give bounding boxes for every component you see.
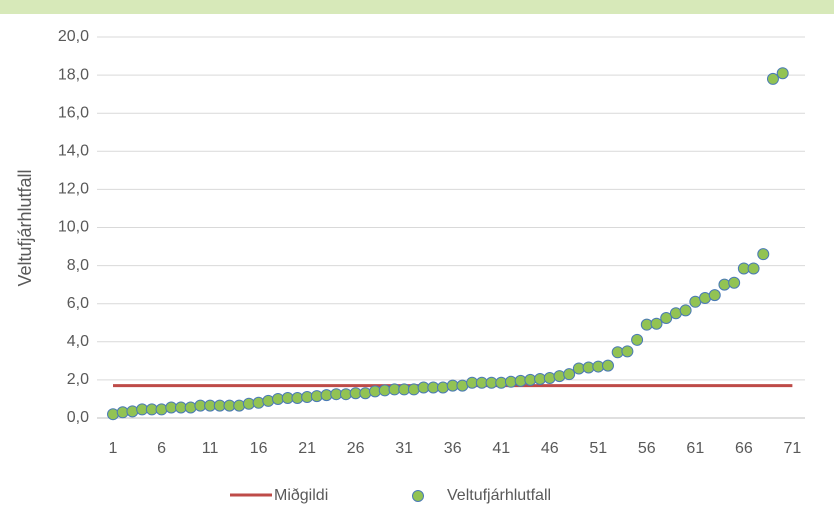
scatter-point xyxy=(553,370,566,383)
scatter-point xyxy=(601,359,614,372)
scatter-point xyxy=(776,67,789,80)
y-tick-label: 10,0 xyxy=(58,219,89,236)
y-tick-label: 2,0 xyxy=(67,371,89,388)
scatter-point xyxy=(650,317,663,330)
scatter-point xyxy=(621,345,634,358)
y-tick-label: 18,0 xyxy=(58,66,89,83)
x-tick-label: 71 xyxy=(783,440,801,457)
y-axis-label: Veltufjárhlutfall xyxy=(15,169,35,286)
scatter-point xyxy=(708,289,721,302)
x-tick-label: 41 xyxy=(492,440,510,457)
scatter-point xyxy=(660,311,673,324)
y-tick-label: 6,0 xyxy=(67,295,89,312)
scatter-point xyxy=(766,72,779,85)
y-tick-label: 4,0 xyxy=(67,333,89,350)
x-tick-label: 6 xyxy=(157,440,166,457)
top-band xyxy=(0,0,834,14)
y-tick-label: 20,0 xyxy=(58,28,89,45)
scatter-point xyxy=(436,381,449,394)
scatter-point xyxy=(679,304,692,317)
legend-label: Veltufjárhlutfall xyxy=(447,487,551,504)
y-tick-label: 14,0 xyxy=(58,143,89,160)
x-tick-label: 31 xyxy=(395,440,413,457)
scatter-point xyxy=(155,403,168,416)
scatter-point xyxy=(233,399,246,412)
scatter-point xyxy=(252,396,265,409)
x-tick-label: 36 xyxy=(444,440,462,457)
scatter-point xyxy=(107,408,120,421)
scatter-point xyxy=(631,333,644,346)
x-tick-label: 26 xyxy=(347,440,365,457)
scatter-point xyxy=(543,371,556,384)
scatter-point xyxy=(184,401,197,414)
x-tick-label: 61 xyxy=(686,440,704,457)
y-tick-label: 16,0 xyxy=(58,104,89,121)
y-tick-label: 8,0 xyxy=(67,257,89,274)
legend-label: Miðgildi xyxy=(274,487,328,504)
x-tick-label: 66 xyxy=(735,440,753,457)
x-tick-label: 46 xyxy=(541,440,559,457)
x-tick-label: 56 xyxy=(638,440,656,457)
scatter-point xyxy=(718,278,731,291)
y-tick-label: 12,0 xyxy=(58,181,89,198)
x-tick-label: 51 xyxy=(589,440,607,457)
scatter-point xyxy=(747,262,760,275)
scatter-point xyxy=(359,387,372,400)
x-tick-label: 16 xyxy=(250,440,268,457)
scatter-point xyxy=(126,405,139,418)
y-tick-label: 0,0 xyxy=(67,409,89,426)
scatter-point xyxy=(563,368,576,381)
x-tick-label: 21 xyxy=(298,440,316,457)
x-tick-label: 1 xyxy=(109,440,118,457)
legend-marker xyxy=(412,490,424,502)
scatter-point xyxy=(757,248,770,261)
scatter-point xyxy=(728,276,741,289)
x-tick-label: 11 xyxy=(202,440,219,457)
scatter-point xyxy=(407,383,420,396)
scatter-point xyxy=(262,394,275,407)
